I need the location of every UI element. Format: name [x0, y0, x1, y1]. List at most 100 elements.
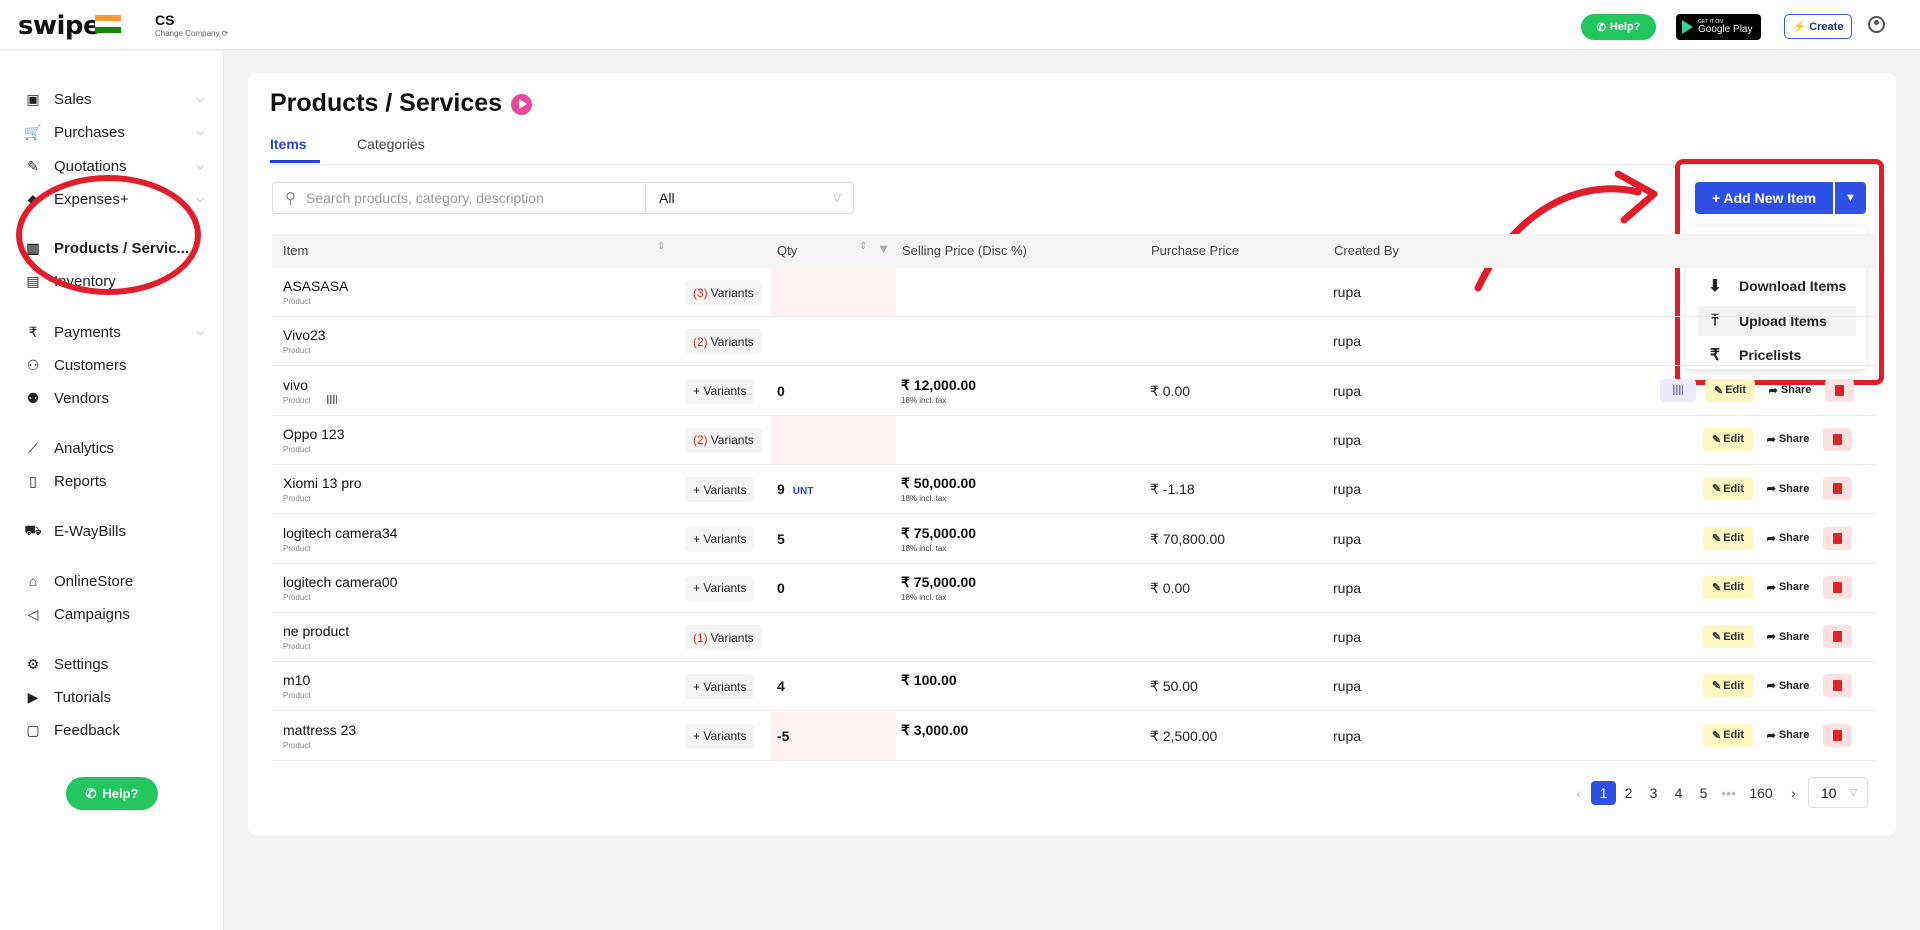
- edit-button[interactable]: ✎ Edit: [1703, 477, 1753, 501]
- item-name[interactable]: Xiomi 13 pro: [283, 475, 362, 492]
- table-row[interactable]: ASASASA Product (3) Variants rupa: [272, 268, 1876, 317]
- sort-icon[interactable]: ⇕: [657, 241, 666, 252]
- sidebar-item-sales[interactable]: ▣ Sales ⌵: [24, 87, 204, 111]
- page-160[interactable]: 160: [1749, 785, 1773, 801]
- edit-button[interactable]: ✎ Edit: [1705, 378, 1755, 402]
- header-created-by[interactable]: Created By: [1334, 243, 1400, 258]
- sidebar-item-inventory[interactable]: ▤ Inventory: [24, 269, 204, 293]
- search-input[interactable]: ⚲ Search products, category, description: [272, 182, 646, 214]
- play-video-icon[interactable]: [511, 94, 532, 115]
- variants-button[interactable]: + Variants: [685, 378, 755, 404]
- sidebar-item-products-servic[interactable]: ▥ Products / Servic...: [24, 236, 204, 260]
- delete-button[interactable]: [1823, 575, 1852, 599]
- delete-button[interactable]: [1823, 723, 1852, 747]
- share-button[interactable]: ➦ Share: [1766, 630, 1810, 644]
- page-1[interactable]: 1: [1591, 781, 1616, 805]
- barcode-button[interactable]: [1660, 378, 1696, 402]
- header-purchase-price[interactable]: Purchase Price: [1151, 243, 1240, 258]
- sidebar-item-campaigns[interactable]: ◁ Campaigns: [24, 602, 204, 626]
- delete-button[interactable]: [1823, 674, 1852, 698]
- item-name[interactable]: Oppo 123: [283, 425, 345, 442]
- table-row[interactable]: logitech camera00 Product + Variants 0 ₹ 75,…: [272, 564, 1876, 613]
- variants-button[interactable]: (3) Variants: [685, 280, 762, 305]
- sidebar-item-quotations[interactable]: ✎ Quotations ⌵: [24, 154, 204, 178]
- sidebar-item-purchases[interactable]: 🛒 Purchases ⌵: [24, 123, 204, 141]
- variants-button[interactable]: + Variants: [685, 723, 755, 749]
- delete-button[interactable]: [1823, 427, 1852, 451]
- delete-button[interactable]: [1823, 625, 1852, 649]
- item-name[interactable]: m10: [283, 672, 311, 689]
- table-row[interactable]: Oppo 123 Product (2) Variants rupa ✎ Edit ➦ Shar…: [272, 415, 1876, 465]
- header-selling-price[interactable]: Selling Price (Disc %): [902, 243, 1027, 258]
- add-item-dropdown-toggle[interactable]: ▼: [1835, 182, 1866, 214]
- table-row[interactable]: Xiomi 13 pro Product + Variants 9 UNT ₹ 50,00…: [272, 465, 1876, 515]
- swipe-logo[interactable]: swipe: [18, 11, 101, 41]
- sidebar-item-reports[interactable]: ▯ Reports: [24, 469, 204, 493]
- share-button[interactable]: ➦ Share: [1766, 433, 1810, 446]
- category-filter-select[interactable]: All ▽: [645, 182, 854, 214]
- item-name[interactable]: ne product: [283, 623, 350, 640]
- edit-button[interactable]: ✎ Edit: [1703, 674, 1753, 698]
- page-size-select[interactable]: 10 ▽: [1808, 777, 1868, 808]
- user-avatar-icon[interactable]: [1868, 16, 1885, 33]
- sidebar-item-feedback[interactable]: ▢ Feedback: [24, 718, 204, 742]
- tab-items[interactable]: Items: [270, 136, 307, 152]
- menu-item-download-items[interactable]: ⬇ Download Items: [1698, 271, 1856, 301]
- filter-icon[interactable]: ▼: [877, 241, 890, 256]
- edit-button[interactable]: ✎ Edit: [1703, 625, 1753, 649]
- page-4[interactable]: 4: [1674, 785, 1683, 801]
- sidebar-help-button[interactable]: ✆ Help?: [66, 777, 158, 810]
- table-row[interactable]: logitech camera34 Product + Variants 5 ₹ 75,…: [272, 515, 1876, 564]
- sidebar-item-onlinestore[interactable]: ⌂ OnlineStore: [24, 569, 204, 593]
- sort-icon[interactable]: ⇕: [859, 241, 868, 252]
- variants-button[interactable]: (2) Variants: [685, 427, 762, 453]
- share-button[interactable]: ➦ Share: [1766, 729, 1810, 742]
- next-page-icon[interactable]: ›: [1791, 785, 1796, 801]
- variants-button[interactable]: + Variants: [685, 575, 755, 601]
- variants-button[interactable]: (2) Variants: [685, 329, 762, 355]
- sidebar-item-customers[interactable]: ⚇ Customers: [24, 353, 204, 377]
- variants-button[interactable]: + Variants: [685, 674, 755, 700]
- item-name[interactable]: vivo: [283, 376, 308, 393]
- sidebar-item-tutorials[interactable]: ▶ Tutorials: [24, 685, 204, 709]
- share-button[interactable]: ➦ Share: [1766, 532, 1810, 545]
- variants-button[interactable]: + Variants: [685, 477, 755, 503]
- add-new-item-button[interactable]: + Add New Item: [1695, 182, 1833, 214]
- share-button[interactable]: ➦ Share: [1766, 482, 1810, 496]
- header-item[interactable]: Item: [283, 243, 309, 258]
- table-row[interactable]: m10 Product + Variants 4 ₹ 100.00 ₹ 50.00 rupa…: [272, 662, 1876, 712]
- page-ellipsis[interactable]: •••: [1721, 785, 1736, 801]
- sidebar-item-expenses[interactable]: ◆ Expenses+ ⌵: [24, 187, 204, 211]
- sidebar-item-vendors[interactable]: ⚉ Vendors: [24, 386, 204, 410]
- table-row[interactable]: vivo Product + Variants 0 ₹ 12,000.00 18% inc…: [272, 367, 1876, 416]
- change-company-link[interactable]: Change Company ⟳: [155, 29, 229, 38]
- page-5[interactable]: 5: [1699, 785, 1708, 801]
- share-button[interactable]: ➦ Share: [1768, 384, 1812, 397]
- tab-categories[interactable]: Categories: [357, 136, 425, 152]
- delete-button[interactable]: [1823, 477, 1852, 501]
- variants-button[interactable]: (1) Variants: [685, 625, 762, 651]
- delete-button[interactable]: [1825, 378, 1854, 402]
- menu-item-pricelists[interactable]: ₹ Pricelists: [1698, 340, 1856, 370]
- item-name[interactable]: logitech camera00: [283, 573, 398, 590]
- edit-button[interactable]: ✎ Edit: [1703, 723, 1753, 747]
- item-name[interactable]: mattress 23: [283, 721, 357, 738]
- header-qty[interactable]: Qty: [777, 243, 798, 258]
- edit-button[interactable]: ✎ Edit: [1703, 575, 1753, 599]
- menu-item-upload-items[interactable]: ⤒ Upload Items: [1698, 306, 1856, 336]
- item-name[interactable]: Vivo23: [283, 327, 326, 344]
- variants-button[interactable]: + Variants: [685, 526, 755, 552]
- table-row[interactable]: ne product Product (1) Variants rupa ✎ Edit ➦ Sh…: [272, 613, 1876, 663]
- edit-button[interactable]: ✎ Edit: [1703, 526, 1753, 550]
- delete-button[interactable]: [1823, 526, 1852, 550]
- sidebar-item-settings[interactable]: ⚙ Settings: [24, 652, 204, 676]
- sidebar-item-analytics[interactable]: ⟋ Analytics: [24, 436, 204, 460]
- table-row[interactable]: Vivo23 Product (2) Variants rupa: [272, 317, 1876, 367]
- sidebar-item-payments[interactable]: ₹ Payments ⌵: [24, 320, 204, 344]
- share-button[interactable]: ➦ Share: [1766, 679, 1810, 693]
- share-button[interactable]: ➦ Share: [1766, 581, 1810, 594]
- edit-button[interactable]: ✎ Edit: [1703, 427, 1753, 451]
- page-3[interactable]: 3: [1649, 785, 1658, 801]
- item-name[interactable]: logitech camera34: [283, 524, 398, 541]
- table-row[interactable]: mattress 23 Product + Variants -5 ₹ 3,000.00…: [272, 711, 1876, 761]
